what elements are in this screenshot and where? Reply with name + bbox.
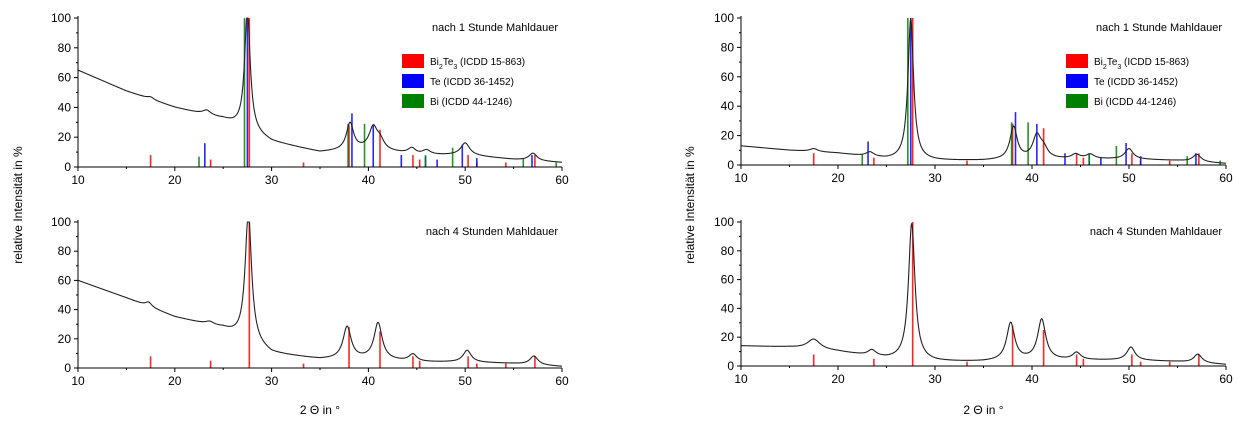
legend-text-part: Te <box>443 57 454 68</box>
legend-entry-label: Bi (ICDD 44-1246) <box>1094 97 1176 108</box>
y-tick-label: 80 <box>58 244 72 258</box>
y-axis-label-left: relative Intensität in % <box>11 146 25 264</box>
x-tick-label: 40 <box>1025 171 1039 185</box>
legend-subscript: 2 <box>1103 64 1107 71</box>
panel-left-top: 0 20 40 60 80 100 10 20 30 40 50 60 nach 1 Stunde Ma… <box>51 11 569 187</box>
y-tick-label: 60 <box>58 71 72 85</box>
y-tick-label: 60 <box>721 273 735 287</box>
legend-subscript: 2 <box>439 64 443 71</box>
y-tick-label: 20 <box>58 332 72 346</box>
y-tick-label: 40 <box>721 99 735 113</box>
y-tick-label: 100 <box>714 215 734 229</box>
measured-pattern-line <box>740 223 1227 365</box>
y-tick-label: 0 <box>727 158 734 172</box>
x-tick-label: 60 <box>1219 372 1233 386</box>
x-tick-label: 10 <box>71 173 85 187</box>
x-tick-label: 20 <box>831 171 845 185</box>
x-tick-label: 30 <box>928 372 942 386</box>
y-tick-label: 20 <box>721 129 735 143</box>
y-tick-label: 60 <box>58 273 72 287</box>
legend-entry-label: Te (ICDD 36-1452) <box>430 77 514 88</box>
legend-subscript: 3 <box>1117 64 1121 71</box>
legend-swatch <box>1066 54 1088 68</box>
legend-entry-label: Te (ICDD 36-1452) <box>1094 77 1178 88</box>
x-tick-label: 10 <box>734 372 748 386</box>
y-tick-label: 100 <box>51 11 71 25</box>
x-tick-label: 50 <box>459 173 473 187</box>
x-tick-label: 20 <box>168 374 182 388</box>
legend-text-part: Bi <box>430 57 439 68</box>
y-tick-label: 100 <box>714 11 734 25</box>
x-tick-label: 60 <box>1219 171 1233 185</box>
x-tick-label: 40 <box>362 374 376 388</box>
legend-text-part: Te <box>1107 57 1118 68</box>
legend-swatch <box>402 74 424 88</box>
x-tick-label: 50 <box>1122 372 1136 386</box>
x-tick-label: 20 <box>168 173 182 187</box>
y-tick-label: 0 <box>64 160 71 174</box>
legend-swatch <box>1066 74 1088 88</box>
x-tick-label: 30 <box>928 171 942 185</box>
x-axis-label: 2 Θ in ° <box>963 403 1003 417</box>
y-tick-label: 0 <box>727 359 734 373</box>
x-tick-label: 40 <box>1025 372 1039 386</box>
x-tick-label: 30 <box>265 173 279 187</box>
y-tick-label: 20 <box>58 130 72 144</box>
x-tick-label: 10 <box>734 171 748 185</box>
x-axis-label: 2 Θ in ° <box>300 403 340 417</box>
y-tick-label: 60 <box>721 70 735 84</box>
legend-swatch <box>402 94 424 108</box>
legend-entry-label: Bi (ICDD 44-1246) <box>430 97 512 108</box>
x-tick-label: 50 <box>459 374 473 388</box>
panel-left-bottom: 0 20 40 60 80 100 10 20 30 40 50 60 nach 4 Stunden M… <box>51 215 569 417</box>
x-tick-label: 40 <box>362 173 376 187</box>
y-tick-label: 40 <box>721 301 735 315</box>
legend-text-part: Bi <box>1094 57 1103 68</box>
legend-swatch <box>402 54 424 68</box>
panel-right-bottom: 0 20 40 60 80 100 10 20 30 40 50 60 nach 4 Stunden M… <box>714 215 1233 417</box>
measured-pattern-line <box>740 18 1227 164</box>
legend-text-part: (ICDD 15-863) <box>457 57 525 68</box>
x-tick-label: 20 <box>831 372 845 386</box>
x-tick-label: 10 <box>71 374 85 388</box>
measured-pattern-line <box>77 221 563 367</box>
y-tick-label: 80 <box>58 41 72 55</box>
legend-text-part: (ICDD 15-863) <box>1121 57 1189 68</box>
legend-entry-label: Bi2Te3 (ICDD 15-863) <box>430 57 525 71</box>
y-tick-label: 100 <box>51 215 71 229</box>
panel-right-top: 0 20 40 60 80 100 10 20 30 40 50 60 nach 1 Stunde Ma… <box>714 11 1233 185</box>
y-tick-label: 20 <box>721 330 735 344</box>
y-tick-label: 80 <box>721 40 735 54</box>
legend-subscript: 3 <box>453 64 457 71</box>
legend-swatch <box>1066 94 1088 108</box>
panel-annotation: nach 1 Stunde Mahldauer <box>432 22 558 34</box>
measured-pattern-line <box>77 17 563 163</box>
x-tick-label: 30 <box>265 374 279 388</box>
y-axis-label-right: relative Intensität in % <box>683 146 697 264</box>
panel-annotation: nach 4 Stunden Mahldauer <box>1090 226 1222 238</box>
x-tick-label: 50 <box>1122 171 1136 185</box>
y-tick-label: 40 <box>58 100 72 114</box>
y-tick-label: 80 <box>721 244 735 258</box>
x-tick-label: 60 <box>555 374 569 388</box>
panel-annotation: nach 4 Stunden Mahldauer <box>426 226 558 238</box>
y-tick-label: 40 <box>58 303 72 317</box>
legend-entry-label: Bi2Te3 (ICDD 15-863) <box>1094 57 1189 71</box>
panel-annotation: nach 1 Stunde Mahldauer <box>1096 22 1222 34</box>
x-tick-label: 60 <box>555 173 569 187</box>
y-tick-label: 0 <box>64 361 71 375</box>
